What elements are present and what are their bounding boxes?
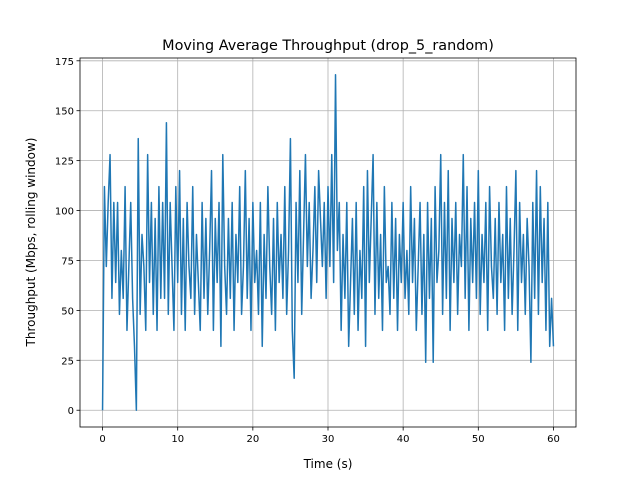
y-tick-label: 150 [55,107,74,118]
y-tick-label: 50 [61,306,74,317]
chart-title: Moving Average Throughput (drop_5_random… [162,38,494,54]
x-tick-label: 20 [246,434,259,445]
y-tick-label: 0 [68,406,74,417]
y-tick-label: 175 [55,57,74,68]
x-axis-label: Time (s) [303,457,353,471]
x-tick-label: 0 [99,434,105,445]
x-tick-label: 30 [322,434,335,445]
x-tick-label: 10 [171,434,184,445]
x-tick-label: 60 [547,434,560,445]
y-tick-label: 100 [55,207,74,218]
y-tick-label: 75 [61,256,74,267]
x-tick-label: 50 [472,434,485,445]
y-axis-label: Throughput (Mbps, rolling window) [24,138,38,348]
y-tick-label: 125 [55,157,74,168]
y-tick-label: 25 [61,356,74,367]
x-tick-label: 40 [397,434,410,445]
data-line [101,74,555,411]
